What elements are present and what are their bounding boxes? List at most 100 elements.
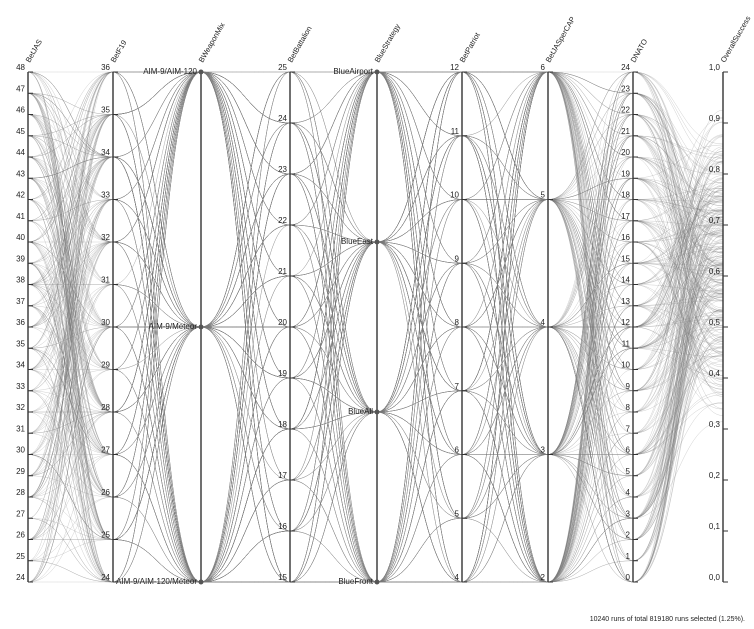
run-line [27,71,724,583]
run-line [27,122,724,583]
run-line [27,135,724,583]
run-line [27,71,724,583]
run-line [27,284,724,583]
run-line [27,71,724,583]
category-label: AIM-9/AIM-120/Meteor [116,577,197,586]
category-label: BlueFront [338,577,373,586]
run-line [27,93,724,583]
run-line [27,135,724,455]
run-line [27,116,724,583]
run-line [27,71,724,583]
tick-label: 32 [101,233,110,242]
run-line [27,122,724,583]
run-line [27,71,724,583]
run-line [27,71,724,455]
tick-label: 0,7 [709,216,721,225]
run-line [27,199,724,583]
run-line [27,71,724,455]
tick-label: 17 [621,212,630,221]
tick-label: 24 [278,114,287,123]
run-line [27,194,724,532]
run-line [27,71,724,583]
run-line [27,71,724,583]
tick-label: 7 [626,424,631,433]
run-line [27,71,724,583]
run-line [27,71,724,583]
run-line [27,71,724,583]
run-line [27,71,724,583]
run-lines [27,71,724,583]
run-line [27,71,724,532]
run-line [27,221,724,583]
run-line [27,92,724,583]
run-line [27,71,724,349]
category-node [374,579,380,585]
run-line [27,71,724,430]
tick-label: 22 [621,106,630,115]
category-node [374,69,380,75]
tick-label: 9 [626,382,631,391]
run-line [27,114,724,583]
run-line [27,135,724,583]
run-line [27,71,724,583]
run-line [27,71,724,583]
tick-label: 3 [626,509,631,518]
run-line [27,71,724,583]
run-line [27,71,724,583]
run-line [27,114,724,583]
run-line [27,71,724,328]
run-line [27,71,724,583]
run-line [27,71,724,583]
tick-label: 37 [16,297,25,306]
tick-label: 0,3 [709,420,721,429]
run-line [27,135,724,583]
axis-title: BetJASperCAP [544,15,577,64]
run-line [27,71,724,583]
run-line [27,135,724,583]
run-line [27,71,724,455]
run-line [27,71,724,583]
run-line [27,71,724,583]
tick-label: 20 [278,318,287,327]
tick-label: 28 [101,403,110,412]
category-node [198,324,204,330]
tick-label: 26 [101,488,110,497]
run-line [27,71,724,583]
tick-label: 0,6 [709,267,721,276]
run-line [27,71,724,393]
run-line [27,71,724,583]
run-line [27,71,724,583]
run-line [27,71,724,583]
axis: BetJAS 24 25 26 27 28 29 30 31 32 33 34 35 36 37 38 39 40… [16,38,44,583]
run-line [27,173,724,583]
run-line [27,71,724,455]
tick-label: 42 [16,191,25,200]
tick-label: 25 [101,531,110,540]
run-line [27,71,724,583]
tick-label: 17 [278,471,287,480]
run-line [27,71,724,583]
tick-label: 34 [101,148,110,157]
tick-label: 47 [16,84,25,93]
tick-label: 0,2 [709,471,721,480]
run-line [27,71,724,583]
run-line [27,71,724,583]
category-node [198,69,204,75]
run-line [27,71,724,583]
run-line [27,93,724,583]
run-line [27,71,724,583]
axis-title: OverallSuccess [719,14,753,64]
run-line [27,71,724,413]
run-line [27,71,724,498]
tick-label: 19 [621,169,630,178]
tick-label: 44 [16,148,25,157]
tick-label: 36 [101,63,110,72]
tick-label: 0 [626,573,631,582]
run-line [27,71,724,583]
run-line [27,156,724,583]
run-line [27,71,724,366]
run-line [27,71,724,562]
run-line [27,114,724,583]
run-line [27,71,724,583]
